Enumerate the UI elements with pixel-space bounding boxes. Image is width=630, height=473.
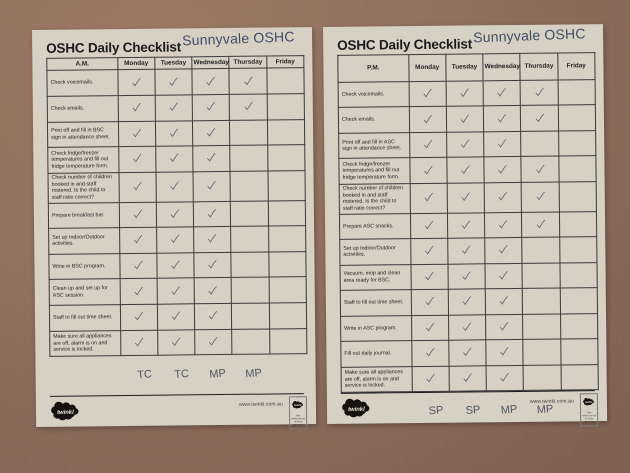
svg-text:twinkl: twinkl — [57, 410, 74, 416]
svg-text:twinkl: twinkl — [348, 407, 365, 413]
